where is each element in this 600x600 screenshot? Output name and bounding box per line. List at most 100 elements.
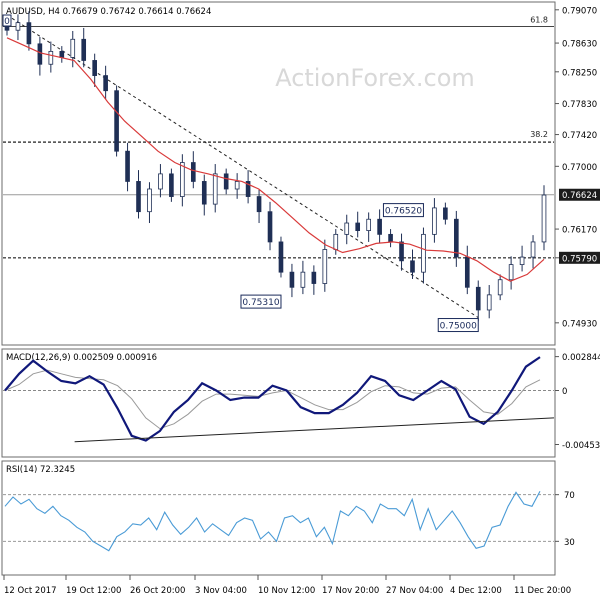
price-panel: AUDUSD, H4 0.76679 0.76742 0.76614 0.766… <box>1 1 556 346</box>
current-price-badge: 0.76624 <box>559 188 600 201</box>
candle-body <box>81 38 87 61</box>
candle-body <box>519 256 525 266</box>
candle-body <box>333 233 339 250</box>
price-tick: 0.78250 <box>555 68 597 78</box>
current-price-text: 0.76624 <box>562 191 597 201</box>
fib-label: 61.8 <box>530 15 548 24</box>
price-tick-label: 0.77420 <box>562 131 597 141</box>
candle-body <box>136 181 141 213</box>
candle-body <box>355 222 361 231</box>
macd-tick-label: 0 <box>562 387 567 397</box>
macd-tick: 0 <box>555 387 567 397</box>
rsi-panel: RSI(14) 72.3245 <box>1 460 556 576</box>
candle-body <box>169 173 174 197</box>
price-annotation: 0.75310 <box>240 294 282 309</box>
price-tick-label: 0.76170 <box>562 226 597 236</box>
candle-body <box>410 260 415 273</box>
candle-body <box>278 241 284 273</box>
x-tick-label: 27 Nov 04:00 <box>386 586 443 596</box>
candle-body <box>399 241 404 262</box>
macd-trendline <box>74 417 555 443</box>
price-tick-label: 0.78250 <box>562 68 597 78</box>
annotation-box <box>240 294 282 309</box>
macd-tick: 0.002844 <box>555 353 600 363</box>
fib-label: 38.2 <box>530 130 548 139</box>
candle-body <box>114 90 119 152</box>
candle-body <box>223 173 229 190</box>
macd-panel-title: MACD(12,26,9) 0.002509 0.000916 <box>6 353 157 363</box>
candle-body <box>267 211 273 243</box>
current-price-box <box>559 188 600 201</box>
candle-body <box>464 256 470 288</box>
price-tick-label: 0.78630 <box>562 40 597 50</box>
candle-body <box>344 222 350 235</box>
rsi-tick-label: 70 <box>564 491 575 501</box>
start-marker-box <box>2 14 12 27</box>
macd-line <box>4 356 541 442</box>
candle-body <box>59 50 65 58</box>
price-tick: 0.79070 <box>555 6 597 16</box>
price-tick: 0.77420 <box>555 131 597 141</box>
candle-body <box>541 194 547 243</box>
macd-panel-frame <box>1 348 556 458</box>
price-tick: 0.77000 <box>555 163 597 173</box>
candle-body <box>508 264 514 281</box>
annotation-text: 0.76520 <box>385 207 422 217</box>
candle-body <box>530 241 536 258</box>
candle-body <box>158 173 163 190</box>
candle-body <box>147 188 152 213</box>
candle-body <box>125 150 130 182</box>
rsi-tick-label: 30 <box>564 538 575 548</box>
x-tick-label: 11 Dec 20:00 <box>514 586 571 596</box>
candle-body <box>201 181 207 205</box>
candle-body <box>92 60 97 76</box>
x-tick-label: 12 Oct 2017 <box>4 586 57 596</box>
x-tick-label: 4 Dec 12:00 <box>450 586 502 596</box>
chart-marks: 61.8 38.2 0.76520 0.75310 0.75000 0 0.79070 0.7… <box>2 6 600 596</box>
price-panel-header: AUDUSD, H4 0.76679 0.76742 0.76614 0.766… <box>6 7 211 17</box>
candle-body <box>245 181 251 197</box>
rsi-panel-frame <box>1 460 556 576</box>
price-tick: 0.76170 <box>555 226 597 236</box>
annotation-text: 0.75310 <box>242 298 279 308</box>
watermark: ActionForex.com <box>275 64 475 92</box>
annotation-box <box>437 318 479 333</box>
candle-body <box>311 271 317 284</box>
x-tick-label: 17 Nov 20:00 <box>322 586 379 596</box>
price-tick-badge <box>559 251 600 264</box>
price-panel-frame <box>1 1 556 346</box>
x-tick: 12 Oct 2017 <box>3 575 57 596</box>
moving-average-line <box>6 37 545 282</box>
candle-body <box>190 162 196 182</box>
x-tick-label: 26 Oct 20:00 <box>130 586 185 596</box>
x-tick: 4 Dec 12:00 <box>449 575 502 596</box>
candle-body <box>212 173 218 205</box>
watermark-text: ActionForex.com <box>275 64 475 92</box>
price-annotation: 0.76520 <box>382 203 424 218</box>
x-tick: 11 Dec 20:00 <box>513 575 571 596</box>
x-tick: 19 Oct 12:00 <box>65 575 121 596</box>
x-tick: 3 Nov 04:00 <box>194 575 247 596</box>
candle-body <box>15 22 21 31</box>
candle-body <box>48 50 54 65</box>
price-tick-label: 0.79070 <box>562 6 597 16</box>
price-tick: 0.74930 <box>555 319 597 329</box>
x-tick: 17 Nov 20:00 <box>321 575 379 596</box>
rsi-panel-title: RSI(14) 72.3245 <box>6 465 75 475</box>
start-marker-text: 0 <box>4 17 10 27</box>
candle-body <box>289 271 295 288</box>
candle-body <box>486 294 492 311</box>
rsi-tick: 30 <box>555 538 575 548</box>
price-tick-label: 0.74930 <box>562 319 597 329</box>
rsi-tick: 70 <box>555 491 575 501</box>
candle-body <box>26 22 32 45</box>
price-tick-label: 0.77830 <box>562 100 597 110</box>
candle-body <box>103 75 108 92</box>
x-tick: 26 Oct 20:00 <box>129 575 185 596</box>
price-trendline <box>6 14 479 318</box>
x-tick-label: 10 Nov 12:00 <box>258 586 315 596</box>
macd-tick: -0.004534 <box>555 441 600 451</box>
candle-body <box>454 218 459 258</box>
macd-tick-label: 0.002844 <box>562 353 600 363</box>
